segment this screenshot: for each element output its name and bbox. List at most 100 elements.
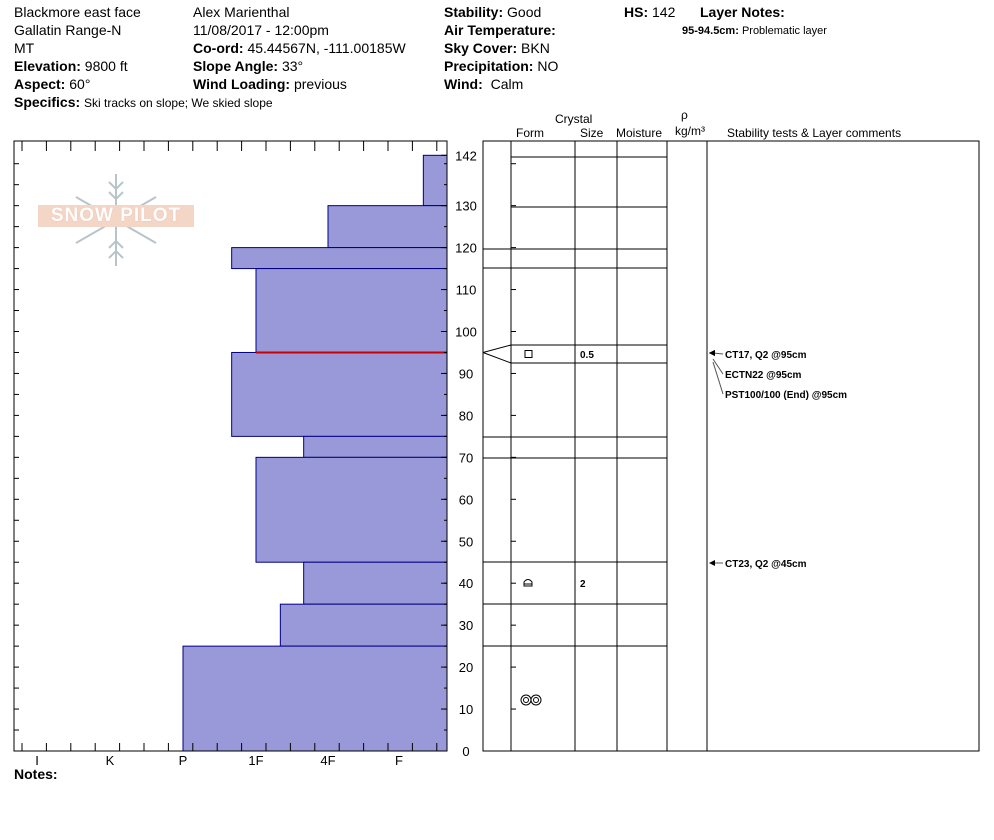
aspect-label: Aspect: [14, 76, 66, 92]
slope-angle: Slope Angle: 33° [193, 57, 303, 75]
depth-label: 100 [455, 325, 477, 340]
hardness-label: 1F [248, 753, 263, 768]
specifics-value: Ski tracks on slope; We skied slope [84, 96, 273, 110]
test-leader-line [712, 361, 724, 395]
arrow-icon [709, 560, 715, 566]
snow-height: HS: 142 [624, 3, 675, 21]
depth-label: 20 [459, 660, 473, 675]
hardness-label: K [106, 753, 115, 768]
depth-label: 80 [459, 408, 473, 423]
wind-label: Wind: [444, 76, 483, 92]
stability-test-label: PST100/100 (End) @95cm [725, 390, 847, 401]
depth-label: 70 [459, 450, 473, 465]
state-name: MT [14, 40, 35, 56]
stability: Stability: Good [444, 3, 541, 21]
precip-label: Precipitation: [444, 58, 534, 74]
depth-label: 142 [455, 148, 477, 163]
stability-test-label: CT17, Q2 @95cm [725, 350, 807, 361]
hardness-label: F [395, 753, 403, 768]
layer-notes-heading: Layer Notes: [700, 3, 785, 21]
aspect-value: 60° [69, 76, 91, 92]
crystal-rounds-icon [533, 697, 539, 703]
layer-note: 95-94.5cm: Problematic layer [682, 22, 827, 40]
air-temp-label: Air Temperature: [444, 22, 556, 38]
hardness-label: P [179, 753, 188, 768]
observation-datetime: 11/08/2017 - 12:00pm [193, 22, 329, 38]
depth-label: 90 [459, 366, 473, 381]
crystal-rounds-icon [523, 697, 529, 703]
crystal-size-label: 2 [580, 579, 586, 590]
location-name: Blackmore east face [14, 4, 141, 20]
layer-bar [231, 247, 448, 270]
coordinates: Co-ord: 45.44567N, -111.00185W [193, 39, 406, 57]
wind-loading-value: previous [293, 76, 347, 92]
moisture-header: Moisture [616, 126, 663, 140]
logo-wordmark: SNOW PILOT [38, 205, 194, 227]
elevation-value: 9800 ft [84, 58, 128, 74]
density-symbol: ρ [681, 108, 688, 122]
specifics-label: Specifics: [14, 94, 81, 110]
depth-label: 0 [462, 744, 469, 759]
layer-bar [303, 561, 448, 605]
crystal-size-label: 0.5 [580, 350, 594, 361]
air-temperature: Air Temperature: [444, 21, 556, 39]
crystal-rounds-icon [530, 694, 542, 706]
wind-loading-label: Wind Loading: [193, 76, 291, 92]
aspect: Aspect: 60° [14, 75, 90, 93]
observer-name: Alex Marienthal [193, 4, 290, 20]
depth-label: 110 [456, 283, 477, 298]
slope-label: Slope Angle: [193, 58, 279, 74]
stability-label: Stability: [444, 4, 504, 20]
layer-bar [279, 603, 448, 647]
slope-value: 33° [281, 58, 304, 74]
plot-frame [13, 140, 448, 752]
layer-note-depth: 95-94.5cm: [682, 25, 739, 37]
form-header: Form [516, 126, 544, 140]
depth-label: 50 [459, 534, 473, 549]
depth-label: 60 [459, 492, 473, 507]
layer-bar [255, 456, 448, 563]
hs-label: HS: [624, 4, 649, 20]
weak-layer-connector [482, 344, 512, 353]
range-name: Gallatin Range-N [14, 22, 122, 38]
stability-test-label: CT23, Q2 @45cm [725, 559, 807, 570]
size-header: Size [580, 126, 604, 140]
depth-label: 130 [455, 199, 477, 214]
hardness-label: 4F [320, 753, 335, 768]
layer-bar [231, 351, 448, 437]
hs-value: 142 [652, 4, 676, 20]
depth-label: 120 [455, 241, 477, 256]
sky-label: Sky Cover: [444, 40, 518, 56]
depth-label: 10 [459, 702, 473, 717]
crystal-header: Crystal [555, 112, 593, 126]
wind-value: Calm [490, 76, 524, 92]
layer-bar [255, 268, 448, 353]
hardness-label: I [35, 753, 39, 768]
elevation: Elevation: 9800 ft [14, 57, 128, 75]
stability-comments-header: Stability tests & Layer comments [727, 126, 902, 140]
wind: Wind: Calm [444, 75, 523, 93]
crystal-square-icon [524, 350, 533, 358]
layer-bar [327, 205, 448, 249]
stability-value: Good [507, 4, 542, 20]
crystal-rounds-icon [520, 694, 532, 706]
layer-notes-label: Layer Notes: [700, 4, 785, 20]
table-frame [482, 140, 980, 752]
layer-bar [303, 435, 448, 458]
layer-bar [182, 645, 448, 752]
precipitation: Precipitation: NO [444, 57, 558, 75]
wind-loading: Wind Loading: previous [193, 75, 347, 93]
depth-label: 30 [459, 618, 473, 633]
test-leader-line [712, 358, 724, 375]
weak-layer-connector [482, 352, 512, 364]
specifics: Specifics: Ski tracks on slope; We skied… [14, 93, 273, 112]
density-unit: kg/m³ [675, 124, 705, 138]
crystal-cup-icon [523, 579, 533, 587]
depth-label: 40 [459, 576, 473, 591]
coord-label: Co-ord: [193, 40, 244, 56]
layer-note-text: Problematic layer [741, 25, 827, 37]
precip-value: NO [537, 58, 559, 74]
arrow-icon [709, 350, 715, 356]
stability-test-label: ECTN22 @95cm [725, 370, 802, 381]
